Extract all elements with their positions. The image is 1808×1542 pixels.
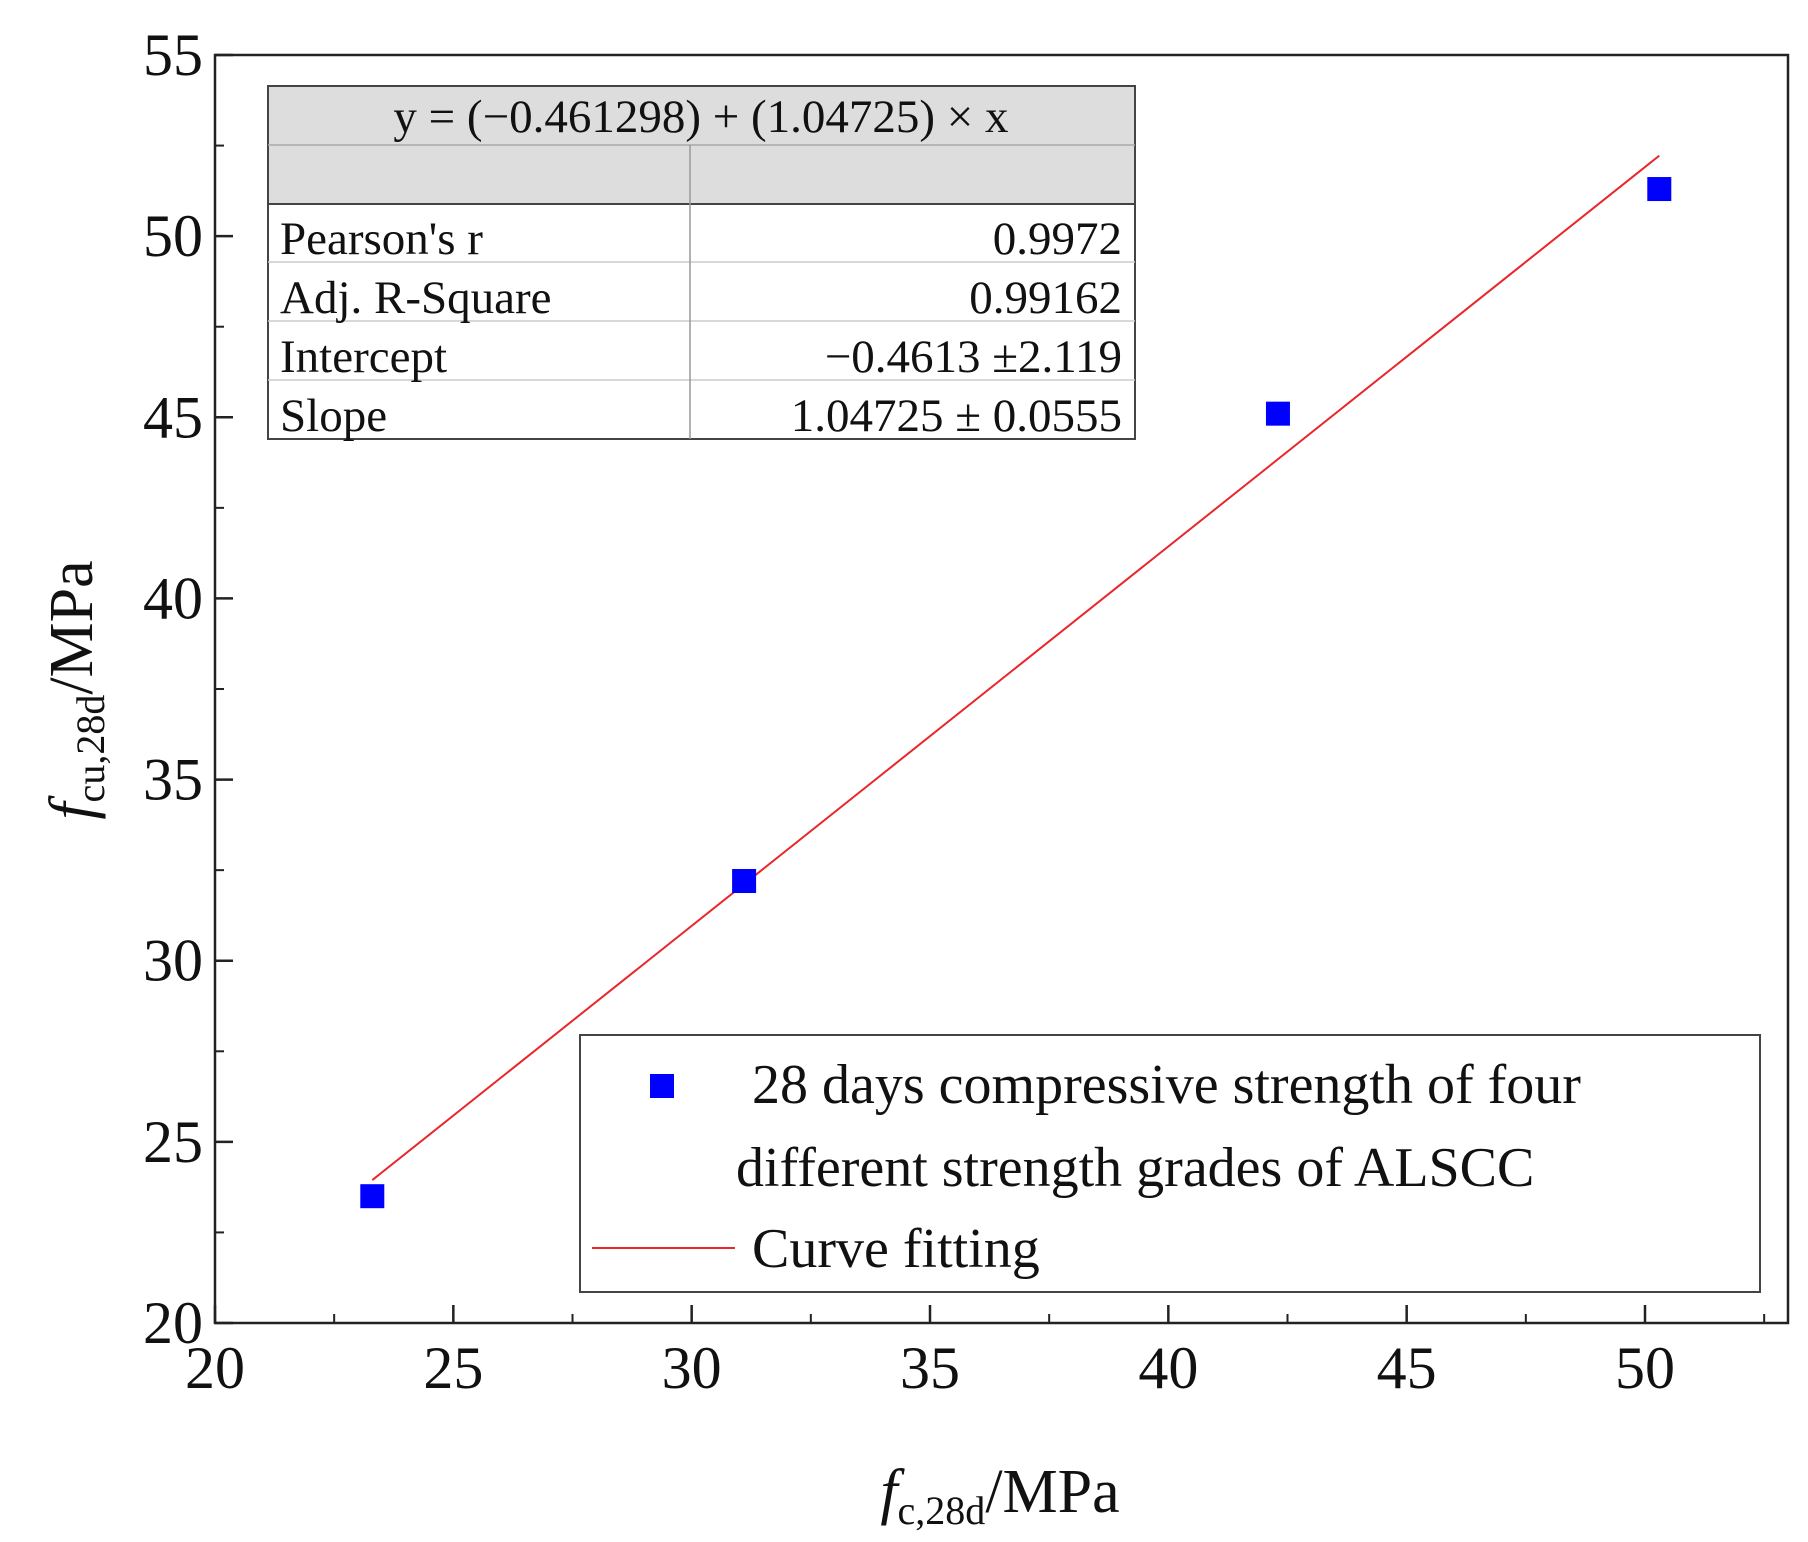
y-tick-label: 20	[143, 1290, 203, 1356]
fit-row-value: 0.9972	[993, 213, 1122, 265]
y-tick-label: 50	[143, 203, 203, 269]
major-ticks	[213, 53, 1647, 1325]
y-tick-label: 30	[143, 928, 203, 994]
fit-row-value: 0.99162	[969, 272, 1122, 324]
y-axis-title-sub: cu,28d	[68, 695, 113, 803]
legend-label-series-line2: different strength grades of ALSCC	[736, 1137, 1534, 1199]
fit-row-label: Adj. R-Square	[280, 272, 552, 324]
y-tick-label: 55	[143, 22, 203, 88]
data-point-marker	[1647, 177, 1672, 202]
legend: 28 days compressive strength of four dif…	[579, 1034, 1761, 1293]
y-tick-label: 35	[143, 747, 203, 813]
fit-equation: y = (−0.461298) + (1.04725) × x	[393, 91, 1008, 143]
x-tick-label: 50	[1615, 1335, 1675, 1401]
fit-row-label: Intercept	[280, 331, 447, 383]
fit-table: y = (−0.461298) + (1.04725) × x Pearson'…	[267, 85, 1136, 442]
fit-row-label: Pearson's r	[280, 213, 483, 265]
y-tick-labels: 20 25 30 35 40 45 50 55	[143, 22, 203, 1356]
data-point-marker	[1265, 401, 1290, 426]
y-tick-label: 45	[143, 384, 203, 450]
fit-row-label: Slope	[280, 390, 387, 442]
minor-ticks	[215, 144, 1766, 1323]
y-axis-title-unit: /MPa	[38, 560, 106, 694]
legend-label-series-line1: 28 days compressive strength of four	[752, 1054, 1581, 1116]
x-axis-title-sub: c,28d	[898, 1488, 986, 1533]
legend-marker-square	[650, 1074, 674, 1098]
x-tick-label: 45	[1377, 1335, 1437, 1401]
data-point-marker	[360, 1184, 385, 1209]
data-markers	[360, 177, 1672, 1209]
y-tick-label: 25	[143, 1109, 203, 1175]
y-axis-title: fcu,28d/MPa	[38, 560, 113, 819]
fit-row-value: 1.04725 ± 0.0555	[791, 390, 1122, 442]
legend-frame	[579, 1034, 1761, 1293]
x-tick-label: 30	[662, 1335, 722, 1401]
y-tick-label: 40	[143, 565, 203, 631]
x-tick-label: 20	[185, 1335, 245, 1401]
fit-line	[371, 154, 1660, 1181]
x-axis-title: fc,28d/MPa	[880, 1458, 1119, 1533]
data-point-marker	[732, 869, 757, 894]
fit-row-value: −0.4613 ±2.119	[825, 331, 1122, 383]
fit-line-group	[371, 154, 1660, 1181]
x-tick-label: 25	[423, 1335, 483, 1401]
x-tick-label: 35	[900, 1335, 960, 1401]
legend-label-fit: Curve fitting	[752, 1218, 1040, 1280]
x-tick-label: 40	[1138, 1335, 1198, 1401]
x-tick-labels: 20 25 30 35 40 45 50	[185, 1335, 1675, 1401]
x-axis-title-unit: /MPa	[985, 1458, 1119, 1526]
